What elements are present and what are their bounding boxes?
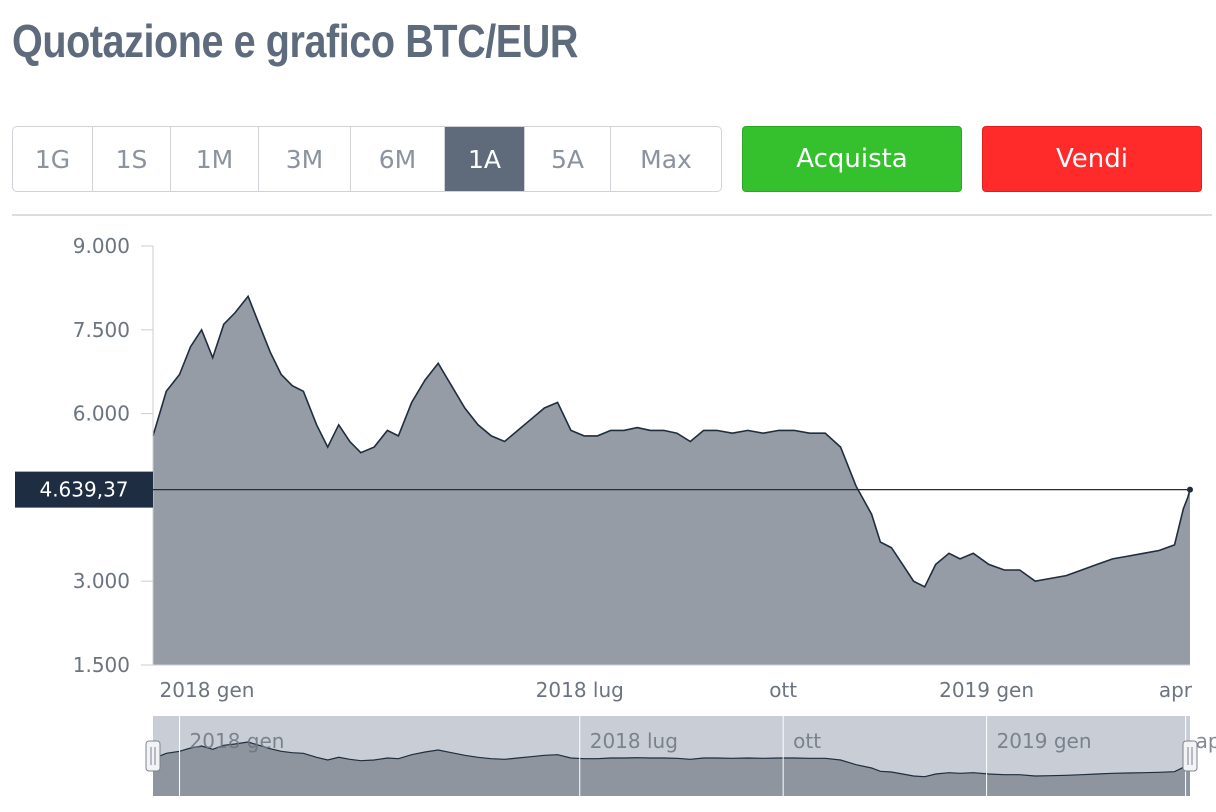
main-plot-area: 9.000 7.500 6.000 3.000 1.500 2018 gen 2018 lu… [15, 234, 1193, 702]
buy-button[interactable]: Acquista [742, 126, 962, 192]
x-tick-label: ott [769, 678, 797, 702]
period-1y-tab[interactable]: 1A [445, 127, 525, 191]
last-point-marker [1187, 486, 1193, 493]
y-tick-label: 1.500 [73, 653, 130, 677]
y-tick-label: 6.000 [73, 402, 130, 426]
price-series-line [152, 294, 1191, 588]
navigator-tick-label: ott [793, 729, 821, 753]
navigator-left-handle[interactable] [145, 740, 161, 772]
x-tick-label: 2018 gen [160, 678, 255, 702]
y-tick-label: 3.000 [73, 569, 130, 593]
range-navigator[interactable]: 2018 gen 2018 lug ott 2019 gen apr [145, 716, 1216, 796]
page-title: Quotazione e grafico BTC/EUR [12, 15, 579, 67]
navigator-right-handle[interactable] [1182, 740, 1198, 772]
x-tick-label: 2018 lug [536, 678, 624, 702]
period-1d-tab[interactable]: 1G [13, 127, 93, 191]
handle-body[interactable] [1182, 740, 1198, 772]
navigator-area [153, 742, 1190, 796]
current-price-label: 4.639,37 [39, 478, 128, 502]
handle-body[interactable] [145, 740, 161, 772]
current-price-tag [15, 471, 153, 508]
navigator-tick-label: 2018 gen [190, 729, 285, 753]
period-selector: 1G 1S 1M 3M 6M 1A 5A Max [12, 126, 722, 192]
navigator-line [152, 741, 1191, 778]
navigator-tick-label: 2018 lug [590, 729, 678, 753]
period-5y-tab[interactable]: 5A [525, 127, 611, 191]
y-tick-label: 7.500 [73, 318, 130, 342]
navigator-tick-label: apr [1196, 729, 1216, 753]
period-1w-tab[interactable]: 1S [93, 127, 171, 191]
x-tick-label: 2019 gen [939, 678, 1034, 702]
period-6m-tab[interactable]: 6M [351, 127, 445, 191]
period-max-tab[interactable]: Max [640, 144, 692, 174]
period-1m-tab[interactable]: 1M [171, 127, 259, 191]
x-tick-label: apr [1159, 678, 1193, 702]
sell-button[interactable]: Vendi [982, 126, 1202, 192]
period-3m-tab[interactable]: 3M [259, 127, 351, 191]
navigator-tick-label: 2019 gen [997, 729, 1092, 753]
price-area [153, 296, 1190, 665]
header-divider [12, 214, 1212, 216]
y-tick-label: 9.000 [73, 234, 130, 258]
